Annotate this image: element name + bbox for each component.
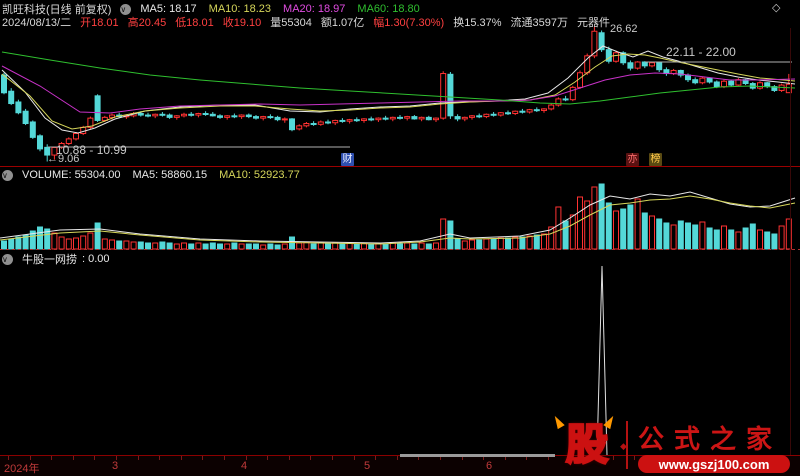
axis-tick — [332, 456, 333, 460]
axis-tick — [375, 456, 377, 460]
axis-tick — [591, 456, 593, 460]
ma-value: MA10: 18.23 — [208, 3, 272, 15]
axis-tick — [634, 456, 636, 460]
event-badge[interactable]: 亦 — [626, 153, 639, 166]
ma-value: MA5: 18.17 — [140, 3, 197, 15]
ma-value: MA20: 18.97 — [283, 3, 346, 15]
axis-tick — [483, 456, 485, 460]
quote-field: 量55304 — [270, 17, 312, 29]
axis-tick — [353, 456, 355, 460]
time-axis[interactable]: 2024年 3 4 5 6 — [0, 456, 800, 476]
volume-value: MA5: 58860.15 — [132, 169, 208, 181]
quote-field: 2024/08/13/二 — [2, 17, 72, 29]
quote-field: 收19.10 — [222, 17, 262, 29]
axis-tick — [440, 456, 441, 460]
bottom-range-annotation: 10.88 - 10.99 — [56, 143, 127, 157]
quote-field: 额1.07亿 — [320, 17, 365, 29]
quote-field: 流通3597万 — [510, 17, 568, 29]
axis-tick — [137, 456, 139, 460]
axis-tick — [245, 456, 247, 460]
ma-value: MA60: 18.80 — [357, 3, 420, 15]
watermark-site-name: 公式之家 — [638, 425, 783, 454]
axis-tick — [267, 456, 269, 460]
watermark-logo: 股 ◆ 公式之家 www.gszj100.com — [548, 413, 796, 476]
separator-volume-indicator — [0, 249, 800, 250]
ma-values-row: MA5: 18.17 MA10: 18.23 MA20: 18.97 MA60: 18… — [140, 3, 419, 15]
top-range-annotation: 22.11 - 22.00 — [666, 45, 736, 59]
indicator-value: : 0.00 — [82, 253, 110, 265]
axis-tick — [159, 456, 161, 460]
header-line1: 凯旺科技(日线 前复权) ∨ MA5: 18.17 MA10: 18.23 MA20… — [2, 1, 420, 17]
stock-title: 凯旺科技(日线 前复权) — [2, 4, 112, 16]
axis-month-label: 3 — [112, 460, 119, 472]
axis-tick — [116, 456, 117, 460]
quote-field: 低18.01 — [175, 17, 214, 29]
axis-tick — [72, 456, 74, 460]
indicator-name: 牛股一网捞 — [22, 254, 77, 266]
indicator-panel-header: ∨ 牛股一网捞 : 0.00 — [2, 251, 110, 267]
watermark-divider — [626, 421, 628, 469]
window-right-edge — [790, 28, 791, 455]
axis-tick — [224, 456, 225, 460]
axis-month-label: 5 — [364, 460, 371, 472]
axis-tick — [612, 456, 614, 460]
quote-field: 开18.01 — [80, 17, 119, 29]
watermark-diamond-icon: ◆ — [620, 441, 627, 451]
event-badge[interactable]: 榜 — [649, 153, 662, 166]
volume-value: MA10: 52923.77 — [219, 169, 300, 181]
watermark-url-link[interactable]: www.gszj100.com — [638, 455, 790, 473]
axis-tick — [526, 456, 528, 460]
separator-main-volume — [0, 166, 800, 167]
axis-tick — [569, 456, 571, 460]
quote-field: 换15.37% — [453, 17, 502, 29]
axis-tick — [180, 456, 182, 460]
axis-tick — [418, 456, 420, 460]
quote-field: 元器件 — [577, 17, 610, 29]
event-badge[interactable]: 财 — [341, 153, 354, 166]
collapse-volume-icon[interactable]: ∨ — [2, 169, 13, 181]
collapse-main-chart-icon[interactable]: ∨ — [120, 3, 132, 15]
axis-month-label: 2024年 — [4, 463, 40, 475]
axis-month-label: 4 — [241, 460, 248, 472]
axis-tick — [310, 456, 312, 460]
axis-tick — [396, 456, 398, 460]
volume-values-row: VOLUME: 55304.00 MA5: 58860.15 MA10: 52923… — [22, 169, 300, 181]
diamond-icon[interactable]: ◇ — [772, 2, 781, 14]
collapse-indicator-icon[interactable]: ∨ — [2, 253, 13, 265]
low-price-annotation: ←9.06 — [47, 153, 80, 165]
axis-tick — [51, 456, 53, 460]
axis-tick — [288, 456, 290, 460]
timeline-scrollbar-thumb[interactable] — [400, 454, 555, 457]
gu-logo-character: 股 — [565, 422, 610, 471]
axis-tick — [461, 456, 463, 460]
quote-field: 幅1.30(7.30%) — [373, 17, 445, 29]
volume-value: VOLUME: 55304.00 — [22, 169, 121, 181]
high-price-annotation: 26.62 — [610, 23, 638, 35]
axis-tick — [548, 456, 549, 460]
axis-month-label: 6 — [486, 460, 493, 472]
axis-tick — [29, 456, 31, 460]
volume-panel-header: ∨ VOLUME: 55304.00 MA5: 58860.15 MA10: 529… — [2, 169, 300, 181]
quote-field: 高20.45 — [127, 17, 167, 29]
daily-quote-line: 2024/08/13/二 开18.01 高20.45 低18.01 收19.10 量553… — [2, 14, 610, 30]
axis-tick — [504, 456, 506, 460]
axis-tick — [202, 456, 204, 460]
axis-tick — [8, 456, 9, 460]
axis-tick — [94, 456, 96, 460]
